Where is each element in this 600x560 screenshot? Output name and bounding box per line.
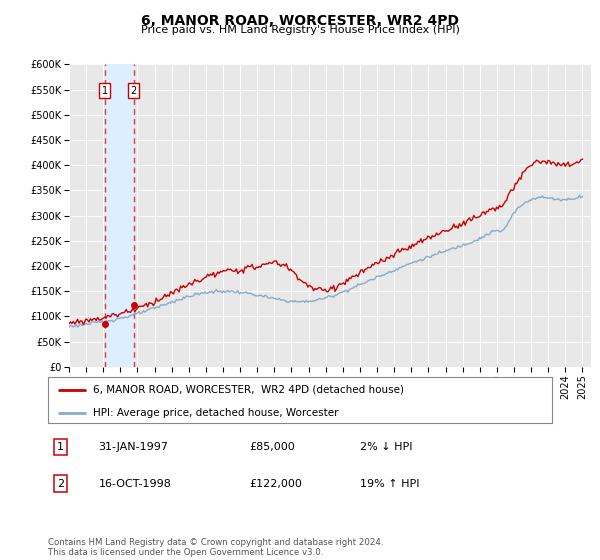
Text: 31-JAN-1997: 31-JAN-1997 [98,442,169,452]
Text: Contains HM Land Registry data © Crown copyright and database right 2024.
This d: Contains HM Land Registry data © Crown c… [48,538,383,557]
Text: Price paid vs. HM Land Registry's House Price Index (HPI): Price paid vs. HM Land Registry's House … [140,25,460,35]
Text: 1: 1 [101,86,107,96]
Text: 2% ↓ HPI: 2% ↓ HPI [361,442,413,452]
Text: 1: 1 [57,442,64,452]
Text: 6, MANOR ROAD, WORCESTER,  WR2 4PD (detached house): 6, MANOR ROAD, WORCESTER, WR2 4PD (detac… [94,385,404,395]
Text: HPI: Average price, detached house, Worcester: HPI: Average price, detached house, Worc… [94,408,339,418]
Text: 6, MANOR ROAD, WORCESTER, WR2 4PD: 6, MANOR ROAD, WORCESTER, WR2 4PD [141,14,459,28]
Bar [104,64,134,367]
Text: 2: 2 [131,86,137,96]
Text: £85,000: £85,000 [250,442,295,452]
Text: 19% ↑ HPI: 19% ↑ HPI [361,479,420,488]
Text: 2: 2 [57,479,64,488]
Text: 16-OCT-1998: 16-OCT-1998 [98,479,171,488]
Text: £122,000: £122,000 [250,479,302,488]
